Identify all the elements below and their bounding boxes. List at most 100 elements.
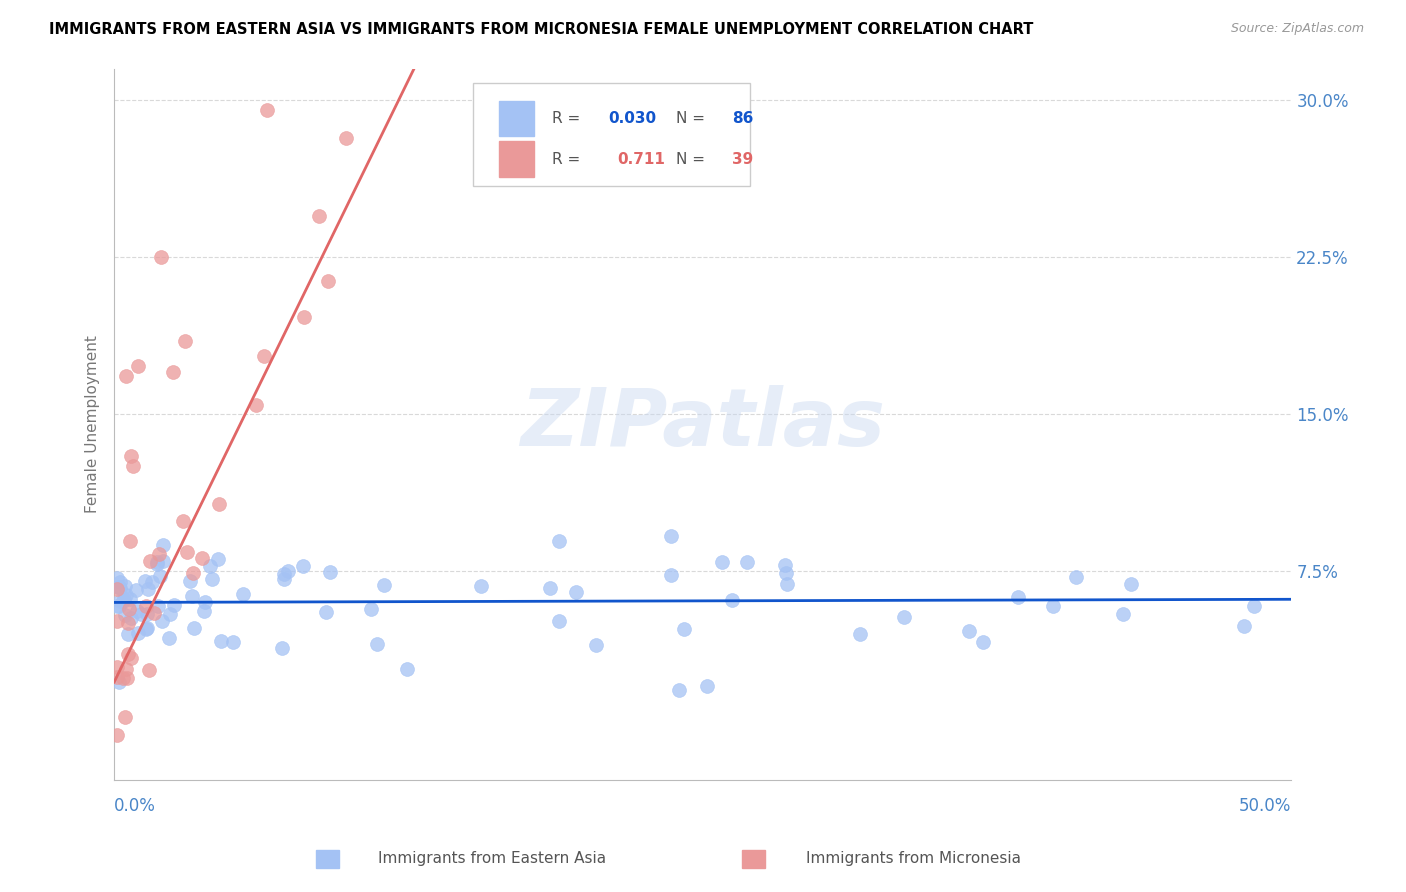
Point [173, 334, 195, 348]
Point [191, 551, 214, 566]
Point [256, 103, 278, 118]
Point [115, 671, 138, 685]
Point [208, 497, 231, 511]
Point [108, 574, 131, 589]
Point [373, 577, 395, 591]
Point [105, 670, 128, 684]
Point [150, 614, 173, 628]
Point [127, 625, 149, 640]
Point [194, 595, 217, 609]
Text: 0.0%: 0.0% [114, 797, 156, 815]
Point [585, 638, 607, 652]
Text: Source: ZipAtlas.com: Source: ZipAtlas.com [1230, 22, 1364, 36]
Point [138, 663, 160, 677]
Point [292, 310, 315, 324]
Point [374, 51, 396, 65]
Point [135, 621, 157, 635]
Point [972, 635, 994, 649]
Point [134, 574, 156, 589]
Point [135, 599, 157, 614]
Point [1007, 591, 1029, 605]
Point [179, 574, 201, 588]
Text: 39: 39 [733, 152, 754, 167]
Point [316, 274, 339, 288]
Point [120, 449, 142, 463]
Point [335, 131, 357, 145]
Point [548, 615, 571, 629]
Point [696, 679, 718, 693]
Point [120, 592, 142, 607]
Text: 86: 86 [733, 111, 754, 126]
Point [564, 584, 586, 599]
Point [396, 662, 419, 676]
Point [1243, 599, 1265, 614]
Point [366, 637, 388, 651]
Point [108, 580, 131, 594]
Point [775, 558, 797, 573]
Point [201, 572, 224, 586]
Point [181, 566, 204, 581]
Point [277, 564, 299, 578]
Point [115, 369, 138, 384]
Point [117, 616, 139, 631]
Point [172, 515, 194, 529]
Point [152, 554, 174, 568]
Point [538, 581, 561, 595]
Text: 50.0%: 50.0% [1239, 797, 1291, 815]
Point [318, 565, 340, 579]
Point [120, 610, 142, 624]
Point [125, 604, 148, 618]
Point [315, 605, 337, 619]
Point [183, 621, 205, 635]
Point [118, 533, 141, 548]
Point [111, 594, 134, 608]
Point [115, 662, 138, 676]
Point [129, 607, 152, 621]
Point [120, 651, 142, 665]
Point [1064, 570, 1087, 584]
Point [893, 610, 915, 624]
Point [273, 572, 295, 586]
Point [548, 534, 571, 549]
Point [273, 566, 295, 581]
Point [668, 683, 690, 698]
Point [146, 599, 169, 614]
Point [232, 587, 254, 601]
Point [253, 349, 276, 363]
Text: IMMIGRANTS FROM EASTERN ASIA VS IMMIGRANTS FROM MICRONESIA FEMALE UNEMPLOYMENT C: IMMIGRANTS FROM EASTERN ASIA VS IMMIGRAN… [49, 22, 1033, 37]
Point [181, 589, 204, 603]
Point [105, 728, 128, 742]
Point [108, 599, 131, 613]
Point [207, 551, 229, 566]
Point [735, 555, 758, 569]
Text: Immigrants from Eastern Asia: Immigrants from Eastern Asia [378, 851, 606, 865]
Point [193, 604, 215, 618]
Point [775, 566, 797, 580]
Point [125, 582, 148, 597]
Y-axis label: Female Unemployment: Female Unemployment [86, 335, 100, 514]
Point [198, 559, 221, 574]
Point [122, 459, 145, 474]
Point [127, 359, 149, 373]
Point [163, 598, 186, 612]
Point [672, 622, 695, 636]
Point [146, 555, 169, 569]
Point [661, 529, 683, 543]
Point [145, 558, 167, 572]
Point [1112, 607, 1135, 622]
Point [162, 365, 184, 379]
Point [118, 601, 141, 615]
Point [139, 553, 162, 567]
Text: Immigrants from Micronesia: Immigrants from Micronesia [807, 851, 1021, 865]
Point [470, 579, 492, 593]
Point [150, 250, 173, 264]
Point [114, 710, 136, 724]
Point [117, 627, 139, 641]
Point [245, 398, 267, 412]
Point [105, 599, 128, 613]
FancyBboxPatch shape [499, 142, 534, 178]
Point [141, 575, 163, 590]
Point [108, 581, 131, 595]
Point [721, 592, 744, 607]
Point [117, 647, 139, 661]
